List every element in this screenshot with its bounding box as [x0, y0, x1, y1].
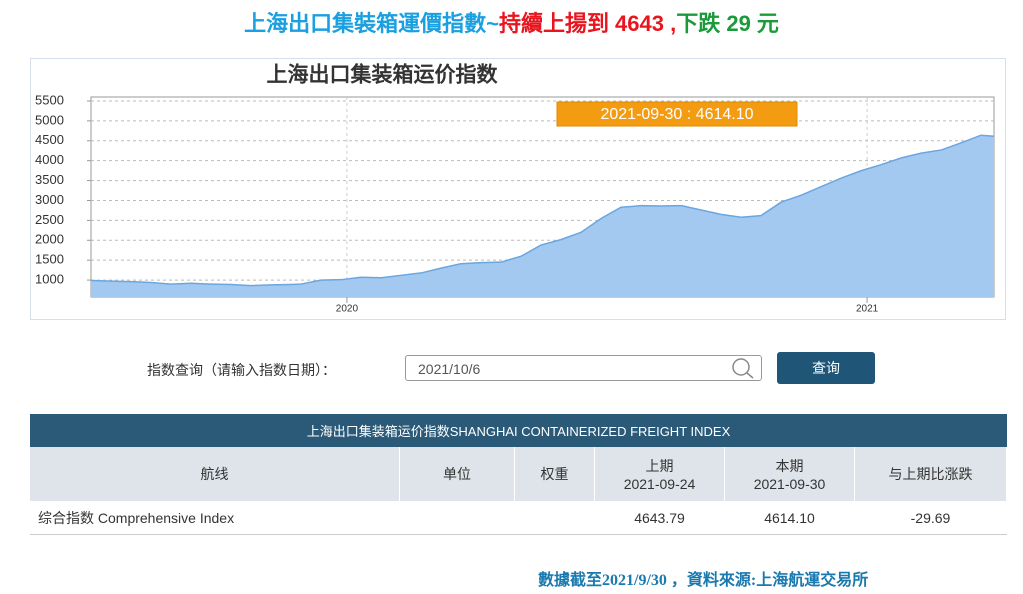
footer: 數據截至2021/9/30 ，資料來源:上海航運交易所	[538, 572, 869, 589]
headline-segment: 下跌 29 元	[676, 11, 779, 36]
query-button[interactable]: 查询	[777, 352, 875, 384]
cell-text: 4614.10	[764, 509, 815, 526]
table-row: 综合指数 Comprehensive Index 4643.79 4614.10…	[30, 501, 1007, 535]
y-tick-label: 5500	[35, 92, 64, 107]
row-cell: 4643.79	[595, 501, 725, 534]
date-input[interactable]: 2021/10/6	[405, 355, 762, 381]
search-icon	[732, 358, 754, 379]
chart-title: 上海出口集装箱运价指数	[267, 63, 499, 87]
button-label: 查询	[812, 360, 840, 376]
chart-panel: 上海出口集装箱运价指数 1000 1500 2000 2500 3000 3500 4000…	[30, 58, 1006, 320]
y-tick-label: 1500	[35, 252, 64, 267]
query-label: 指数查询（请输入指数日期）：	[147, 362, 336, 378]
y-tick-label: 2500	[35, 212, 64, 227]
cell-text: -29.69	[910, 509, 951, 526]
headline: 上海出口集裝箱運價指數~持續上揚到 4643 ,下跌 29 元	[0, 6, 1023, 38]
x-tick-label: 2020	[336, 304, 359, 315]
y-tick-label: 4000	[35, 152, 64, 167]
query-bar: 指数查询（请输入指数日期）： 2021/10/6 查询	[0, 352, 1023, 384]
table-header: 航线 单位 权重 上期 2021-09-24 本期 2021-09-30 与上期比涨…	[30, 447, 1007, 501]
row-cell: 综合指数 Comprehensive Index	[30, 501, 400, 534]
area	[91, 135, 994, 297]
header-text: 权重	[540, 466, 569, 482]
tooltip: 2021-09-30 : 4614.10	[600, 106, 753, 123]
header-cell: 本期 2021-09-30	[725, 447, 855, 501]
header-text: 上期	[645, 458, 674, 474]
header-text: 与上期比涨跌	[888, 466, 973, 482]
header-cell: 上期 2021-09-24	[595, 447, 725, 501]
header-text: 航线	[200, 466, 229, 482]
cell-text: 4643.79	[634, 509, 685, 526]
y-tick-label: 2000	[35, 232, 64, 247]
row-cell: -29.69	[855, 501, 1007, 534]
cell-text: 综合指数 Comprehensive Index	[38, 509, 235, 526]
y-tick-label: 1000	[35, 272, 64, 287]
y-tick-label: 3000	[35, 192, 64, 207]
header-text: 2021-09-24	[623, 476, 696, 492]
line	[90, 134, 995, 287]
header-text: 2021-09-30	[753, 476, 826, 492]
header-cell: 航线	[30, 447, 400, 501]
y-tick-label: 5000	[35, 112, 64, 127]
y-tick-label: 3500	[35, 172, 64, 187]
x-tick-label: 2021	[856, 304, 879, 315]
header-cell: 单位	[400, 447, 515, 501]
header-text: 单位	[443, 466, 471, 482]
header-text: 本期	[775, 458, 804, 474]
input-value: 2021/10/6	[418, 361, 481, 377]
headline-segment: 上海出口集裝箱運價指數~	[244, 11, 499, 36]
chart: 上海出口集装箱运价指数 1000 1500 2000 2500 3000 3500 4000…	[35, 63, 995, 315]
table-title: 上海出口集装箱运价指数SHANGHAI CONTAINERIZED FREIGH…	[30, 414, 1007, 447]
table-title-text: 上海出口集装箱运价指数SHANGHAI CONTAINERIZED FREIGH…	[306, 424, 731, 439]
y-tick-label: 4500	[35, 132, 64, 147]
tooltip-box	[556, 101, 798, 127]
row-cell: 4614.10	[725, 501, 855, 534]
header-cell: 与上期比涨跌	[855, 447, 1007, 501]
header-cell: 权重	[515, 447, 595, 501]
headline-segment: 持續上揚到 4643 ,	[498, 11, 677, 36]
